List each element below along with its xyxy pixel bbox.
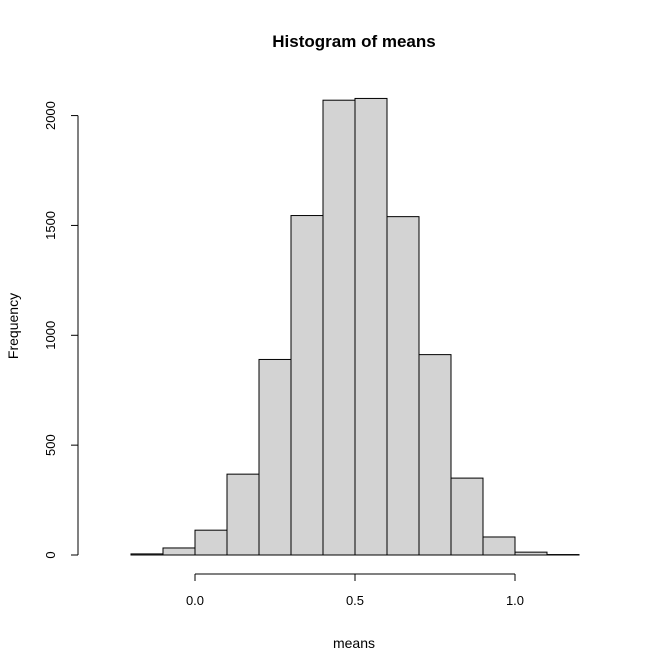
y-tick-label-2: 1000: [43, 321, 58, 350]
histogram-bar-12: [514, 551, 548, 556]
histogram-bar-0: [130, 553, 164, 556]
y-axis-label: Frequency: [5, 293, 21, 359]
histogram-bar-4: [258, 358, 292, 556]
histogram-bar-6: [322, 99, 356, 556]
histogram-bar-3: [226, 473, 260, 556]
histogram-bar-11: [482, 536, 516, 556]
y-tick-label-0: 0: [43, 551, 58, 558]
histogram-bar-9: [418, 354, 452, 556]
x-tick-label-2: 1.0: [506, 593, 524, 608]
histogram-bar-1: [162, 547, 196, 556]
histogram-bar-5: [290, 215, 324, 556]
bars-group: [130, 97, 580, 556]
x-tick-label-0: 0.0: [186, 593, 204, 608]
histogram-bar-2: [194, 529, 228, 556]
histogram-bar-8: [386, 216, 420, 556]
x-tick-label-1: 0.5: [346, 593, 364, 608]
x-axis: 0.0 0.5 1.0: [186, 573, 524, 608]
y-tick-label-3: 1500: [43, 211, 58, 240]
histogram-bar-7: [354, 97, 388, 556]
histogram-bar-10: [450, 477, 484, 556]
y-axis: 0 500 1000 1500 2000: [43, 101, 79, 559]
y-tick-label-1: 500: [43, 434, 58, 456]
x-axis-label: means: [333, 635, 375, 651]
y-tick-label-4: 2000: [43, 101, 58, 130]
chart-title: Histogram of means: [272, 32, 435, 51]
